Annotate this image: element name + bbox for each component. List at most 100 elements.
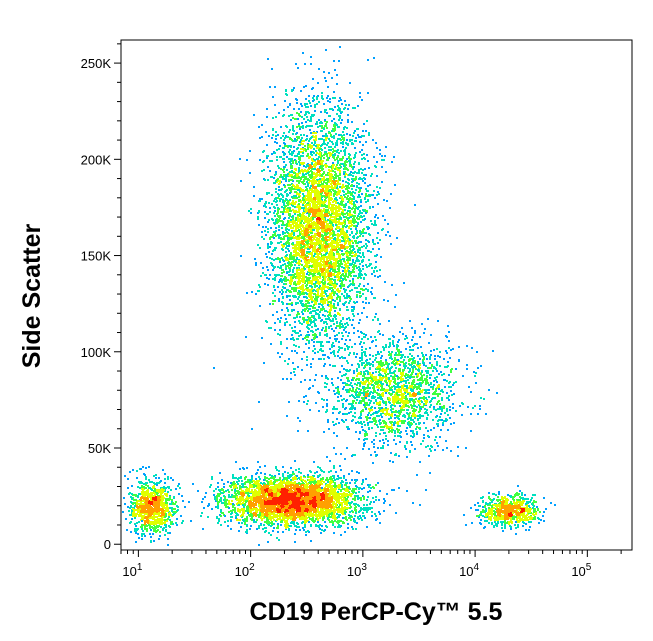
event-dot	[300, 334, 302, 336]
event-dot	[356, 296, 358, 298]
event-dot	[305, 199, 307, 201]
event-dot	[264, 203, 266, 205]
event-dot	[430, 429, 432, 431]
event-dot	[300, 280, 302, 282]
event-dot	[302, 338, 304, 340]
event-dot	[344, 357, 346, 359]
event-dot	[313, 317, 315, 319]
event-dot	[284, 200, 286, 202]
event-dot	[290, 262, 292, 264]
event-dot	[354, 171, 356, 173]
event-dot	[284, 287, 286, 289]
event-dot	[311, 339, 313, 341]
event-dot	[299, 157, 301, 159]
event-dot	[323, 172, 325, 174]
event-dot	[360, 256, 362, 258]
event-dot	[324, 196, 326, 198]
event-dot	[357, 222, 359, 224]
event-dot	[289, 104, 291, 106]
event-dot	[277, 286, 279, 288]
event-dot	[271, 68, 273, 70]
event-dot	[354, 210, 356, 212]
event-dot	[292, 125, 294, 127]
event-dot	[322, 244, 324, 246]
event-dot	[349, 369, 351, 371]
event-dot	[329, 297, 331, 299]
event-dot	[330, 183, 332, 185]
event-dot	[358, 396, 360, 398]
event-dot	[393, 156, 395, 158]
event-dot	[333, 303, 335, 305]
event-dot	[340, 217, 342, 219]
event-dot	[414, 362, 416, 364]
event-dot	[351, 193, 353, 195]
event-dot	[316, 158, 318, 160]
event-dot	[289, 138, 291, 140]
event-dot	[272, 96, 274, 98]
event-dot	[298, 137, 300, 139]
event-dot	[366, 154, 368, 156]
event-dot	[279, 182, 281, 184]
event-dot	[267, 228, 269, 230]
event-dot	[315, 301, 317, 303]
event-dot	[287, 184, 289, 186]
event-dot	[290, 274, 292, 276]
event-dot	[468, 386, 470, 388]
event-dot	[413, 403, 415, 405]
event-dot	[474, 405, 476, 407]
event-dot	[297, 366, 299, 368]
event-dot	[280, 265, 282, 267]
event-dot	[290, 280, 292, 282]
event-dot	[333, 286, 335, 288]
event-dot	[345, 373, 347, 375]
event-dot	[302, 148, 304, 150]
event-dot	[325, 125, 327, 127]
event-dot	[285, 229, 287, 231]
event-dot	[363, 307, 365, 309]
event-dot	[301, 293, 303, 295]
event-dot	[334, 217, 336, 219]
event-dot	[328, 206, 330, 208]
event-dot	[352, 168, 354, 170]
event-dot	[339, 314, 341, 316]
event-dot	[296, 180, 298, 182]
event-dot	[343, 137, 345, 139]
event-dot	[297, 118, 299, 120]
event-dot	[303, 236, 305, 238]
event-dot	[288, 245, 290, 247]
event-dot	[329, 348, 331, 350]
event-dot	[314, 323, 316, 325]
event-dot	[277, 333, 279, 335]
event-dot	[296, 173, 298, 175]
event-dot	[394, 378, 396, 380]
event-dot	[343, 231, 345, 233]
event-dot	[398, 455, 400, 457]
event-dot	[322, 256, 324, 258]
event-dot	[330, 304, 332, 306]
event-dot	[406, 433, 408, 435]
event-dot	[370, 251, 372, 253]
event-dot	[308, 260, 310, 262]
event-dot	[295, 217, 297, 219]
event-dot	[361, 246, 363, 248]
event-dot	[316, 267, 318, 269]
event-dot	[338, 268, 340, 270]
event-dot	[290, 189, 292, 191]
event-dot	[343, 295, 345, 297]
event-dot	[287, 173, 289, 175]
event-dot	[354, 147, 356, 149]
event-dot	[289, 299, 291, 301]
event-dot	[332, 421, 334, 423]
event-dot	[390, 193, 392, 195]
event-dot	[271, 203, 273, 205]
event-dot	[407, 356, 409, 358]
event-dot	[329, 234, 331, 236]
event-dot	[312, 250, 314, 252]
event-dot	[311, 316, 313, 318]
event-dot	[343, 194, 345, 196]
event-dot	[306, 364, 308, 366]
event-dot	[343, 398, 345, 400]
event-dot	[360, 277, 362, 279]
event-dot	[286, 195, 288, 197]
event-dot	[366, 226, 368, 228]
